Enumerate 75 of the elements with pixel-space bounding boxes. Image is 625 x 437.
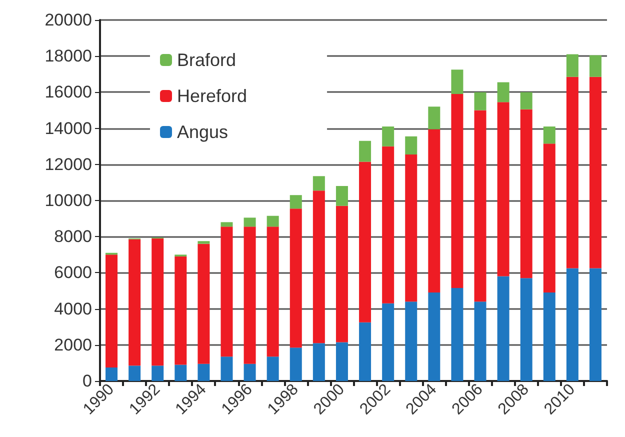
bar xyxy=(266,216,279,227)
bar xyxy=(244,226,256,364)
bar xyxy=(336,206,348,342)
bar xyxy=(106,254,118,368)
y-tick-label: 4000 xyxy=(54,299,92,318)
bar xyxy=(198,244,210,364)
bar xyxy=(543,144,556,293)
bar xyxy=(290,348,302,381)
bar xyxy=(290,208,302,348)
y-tick-label: 10000 xyxy=(44,191,92,210)
bar xyxy=(543,126,556,144)
bar xyxy=(405,136,418,154)
bar xyxy=(520,92,532,110)
bar xyxy=(220,226,233,357)
bar xyxy=(566,54,578,77)
bar xyxy=(382,126,394,146)
y-tick-label: 2000 xyxy=(54,335,92,354)
bar xyxy=(266,356,279,381)
y-tick-label: 6000 xyxy=(54,263,92,282)
bar xyxy=(152,238,164,366)
bar xyxy=(174,364,187,381)
bar xyxy=(336,186,348,206)
bar xyxy=(589,268,602,381)
bar xyxy=(359,162,372,322)
bar xyxy=(382,303,394,381)
y-tick-label: 20000 xyxy=(44,10,92,30)
bar xyxy=(497,82,510,102)
bar xyxy=(106,367,118,381)
bar xyxy=(220,356,233,381)
bar xyxy=(589,55,602,77)
bar xyxy=(128,239,141,366)
bar xyxy=(220,222,233,227)
y-tick-label: 18000 xyxy=(44,46,92,66)
bar xyxy=(405,302,418,381)
bar xyxy=(428,106,440,130)
bar xyxy=(266,226,279,357)
legend-label: Hereford xyxy=(177,86,248,106)
bar xyxy=(312,190,325,344)
legend-label: Angus xyxy=(177,122,228,142)
bar xyxy=(566,76,578,268)
bar xyxy=(359,140,372,162)
y-tick-label: 8000 xyxy=(54,227,92,246)
y-tick-label: 12000 xyxy=(44,154,92,174)
bar xyxy=(359,322,372,381)
bar xyxy=(474,92,486,110)
bar xyxy=(428,129,440,293)
bar xyxy=(405,154,418,302)
bar xyxy=(474,302,486,381)
bar xyxy=(497,276,510,381)
bar xyxy=(451,288,464,381)
bar xyxy=(174,256,187,365)
bar xyxy=(566,268,578,381)
bar xyxy=(128,366,141,381)
bar xyxy=(520,109,532,278)
bar xyxy=(290,195,302,209)
bar xyxy=(198,241,210,244)
bar xyxy=(451,70,464,94)
bar xyxy=(312,176,325,191)
y-tick-label: 16000 xyxy=(44,82,92,102)
y-tick-label: 14000 xyxy=(44,118,92,138)
bar xyxy=(198,364,210,381)
legend-label: Braford xyxy=(177,50,236,70)
bar xyxy=(244,364,256,381)
bar xyxy=(497,102,510,276)
bar xyxy=(382,146,394,304)
bar xyxy=(312,343,325,381)
bar xyxy=(244,218,256,227)
bar xyxy=(589,76,602,268)
bar xyxy=(336,342,348,381)
bar xyxy=(520,278,532,381)
bar xyxy=(543,292,556,381)
bar xyxy=(451,94,464,288)
bar xyxy=(428,292,440,381)
bar xyxy=(152,366,164,381)
bar xyxy=(474,110,486,302)
